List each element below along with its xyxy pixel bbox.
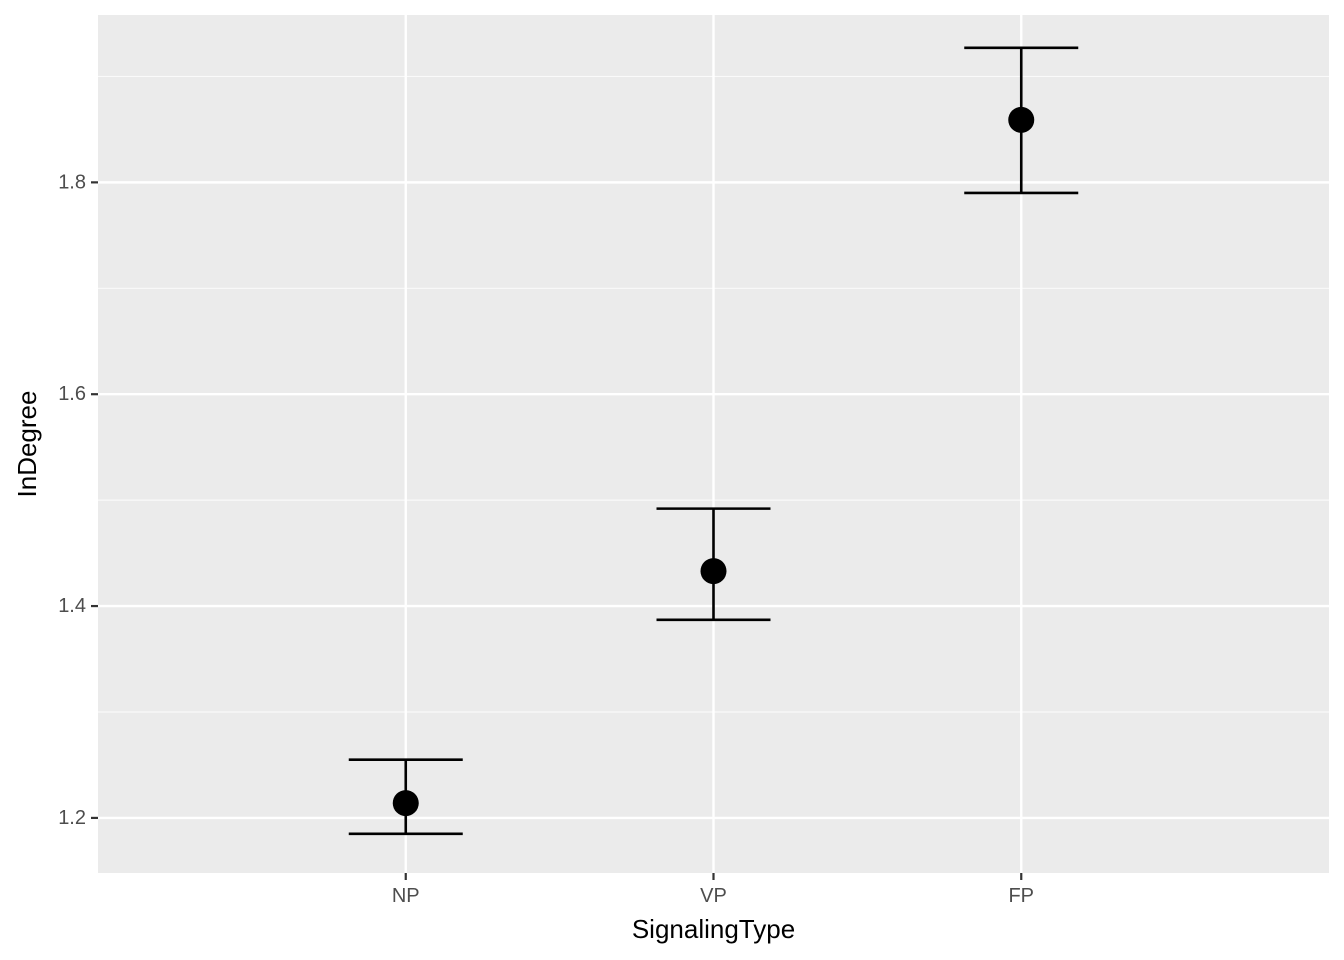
y-tick-label: 1.8 [58, 171, 86, 193]
data-point-vp [700, 558, 727, 585]
y-tick-label: 1.2 [58, 807, 86, 829]
data-point-np [392, 790, 419, 817]
x-axis-title: SignalingType [632, 914, 795, 944]
x-tick-label: VP [700, 885, 727, 907]
y-axis: 1.2 1.4 1.6 1.8 [58, 171, 98, 829]
x-axis: NP VP FP [392, 873, 1034, 907]
x-tick-label: NP [392, 885, 420, 907]
x-tick-label: FP [1008, 885, 1034, 907]
data-points [392, 106, 1035, 817]
y-tick-label: 1.6 [58, 383, 86, 405]
y-tick-label: 1.4 [58, 595, 86, 617]
y-axis-title: InDegree [12, 391, 42, 498]
data-point-fp [1008, 106, 1035, 133]
